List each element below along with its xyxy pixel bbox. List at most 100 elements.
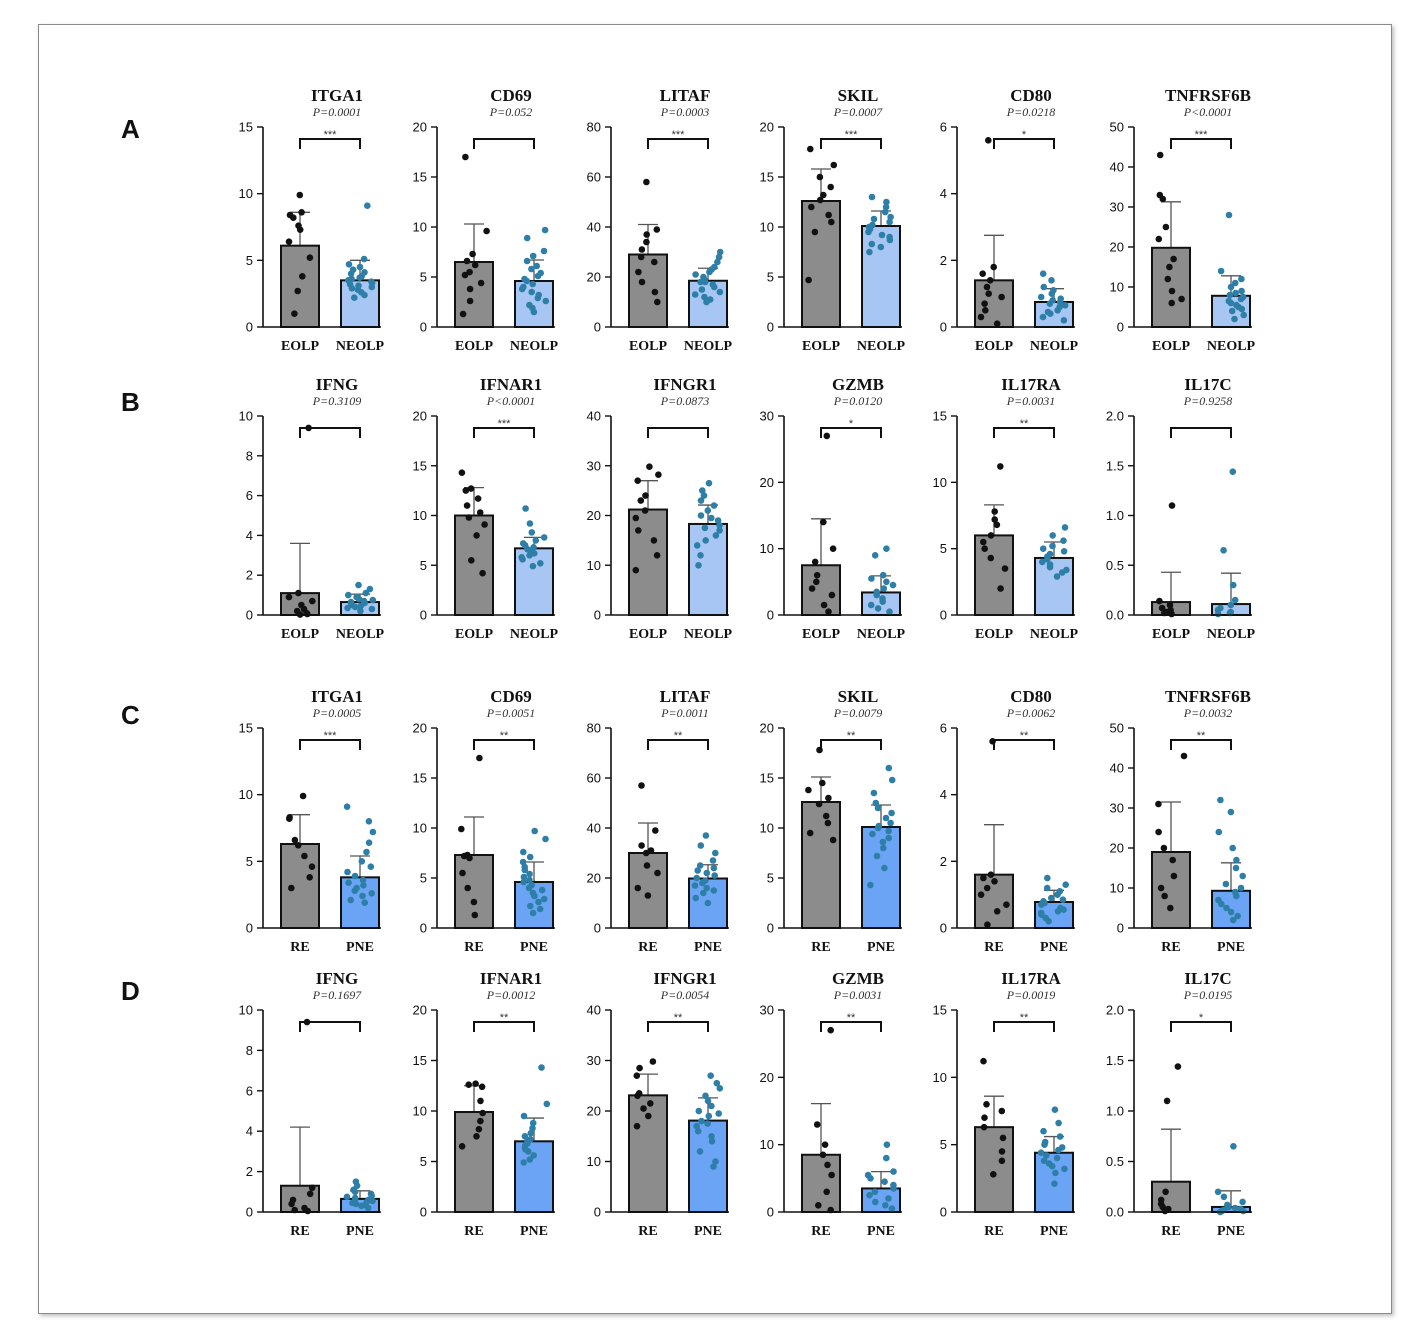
data-point: [696, 862, 704, 869]
significance-stars: **: [500, 730, 509, 742]
data-point: [888, 809, 895, 817]
data-point: [1162, 223, 1170, 231]
data-point: [1040, 283, 1048, 291]
data-point: [527, 1129, 535, 1137]
data-point: [477, 279, 485, 287]
y-tick-label: 15: [239, 721, 253, 736]
data-point: [369, 596, 377, 604]
data-point: [463, 502, 471, 509]
bar-control: [454, 261, 494, 328]
y-tick-label: 6: [940, 721, 947, 736]
category-label: RE: [984, 940, 1003, 955]
data-point: [526, 520, 534, 527]
data-point: [987, 532, 995, 539]
data-point: [528, 529, 536, 536]
data-point: [1040, 1157, 1048, 1165]
category-label: NEOLP: [510, 339, 559, 354]
significance-bracket: [647, 138, 709, 149]
data-point: [1159, 195, 1167, 203]
data-point: [998, 293, 1005, 301]
data-point: [698, 1117, 705, 1125]
data-point: [477, 1097, 484, 1105]
data-point: [824, 1161, 831, 1169]
y-tick-label: 10: [933, 475, 947, 490]
data-point: [1222, 880, 1230, 888]
y-tick-label: 15: [760, 771, 774, 786]
data-point: [1053, 1154, 1061, 1162]
data-point: [345, 591, 352, 599]
data-point: [695, 1107, 703, 1115]
data-point: [1055, 1146, 1062, 1154]
data-point: [867, 881, 874, 889]
data-point: [701, 293, 708, 301]
data-point: [1046, 563, 1054, 571]
data-point: [643, 231, 650, 238]
data-point: [525, 884, 533, 892]
data-point: [532, 537, 540, 544]
data-point: [1228, 307, 1236, 315]
category-label: PNE: [1217, 940, 1245, 955]
data-point: [980, 1057, 987, 1065]
data-point: [890, 1168, 897, 1175]
data-point: [819, 779, 826, 787]
data-point: [692, 894, 700, 902]
data-point: [1233, 892, 1240, 900]
y-tick-label: 5: [420, 270, 427, 285]
data-point: [636, 1064, 643, 1072]
data-point: [879, 598, 886, 605]
category-label: RE: [1161, 940, 1180, 955]
y-tick-label: 0: [594, 608, 601, 623]
bar-experimental: [514, 1140, 554, 1214]
data-point: [887, 819, 894, 827]
y-tick-label: 15: [413, 170, 427, 185]
data-point: [536, 905, 544, 913]
data-point: [529, 1124, 536, 1132]
data-point: [696, 1148, 704, 1155]
bar-control: [801, 564, 841, 616]
y-tick-label: 2: [246, 568, 253, 583]
data-point: [528, 288, 535, 296]
bar-control: [801, 801, 841, 929]
data-point: [997, 463, 1004, 470]
data-point: [526, 870, 533, 878]
data-point: [700, 889, 707, 897]
bar-experimental: [688, 1119, 728, 1213]
data-point: [1060, 548, 1068, 555]
data-point: [1060, 906, 1067, 913]
data-point: [890, 1185, 897, 1192]
data-point: [651, 258, 658, 266]
data-point: [815, 800, 823, 808]
significance-stars: ***: [324, 730, 338, 742]
data-point: [824, 819, 832, 827]
data-point: [644, 892, 652, 899]
significance-stars: **: [847, 730, 856, 742]
data-point: [458, 825, 465, 833]
y-tick-label: 20: [413, 721, 427, 736]
y-tick-label: 0: [767, 320, 774, 335]
data-point: [702, 537, 709, 544]
bar-control: [454, 514, 494, 616]
bar-control: [454, 1111, 494, 1214]
significance-bracket: [473, 427, 535, 438]
data-point: [829, 545, 837, 552]
data-point: [1037, 1149, 1045, 1156]
data-point: [650, 537, 658, 544]
data-point: [309, 597, 316, 605]
data-point: [983, 283, 991, 291]
significance-bracket: [299, 138, 361, 149]
data-point: [352, 1200, 360, 1208]
data-point: [1239, 872, 1246, 880]
data-point: [883, 1141, 891, 1148]
data-point: [304, 1207, 312, 1215]
y-tick-label: 10: [239, 409, 253, 424]
p-value-label: P=0.0079: [833, 706, 882, 720]
data-point: [883, 545, 890, 552]
chart-title: IL17RA: [1001, 375, 1061, 394]
data-point: [1168, 287, 1176, 295]
data-point: [347, 896, 355, 904]
y-tick-label: 1.5: [1106, 1053, 1124, 1068]
data-point: [1046, 300, 1054, 308]
data-point: [991, 508, 998, 515]
data-point: [655, 471, 662, 479]
